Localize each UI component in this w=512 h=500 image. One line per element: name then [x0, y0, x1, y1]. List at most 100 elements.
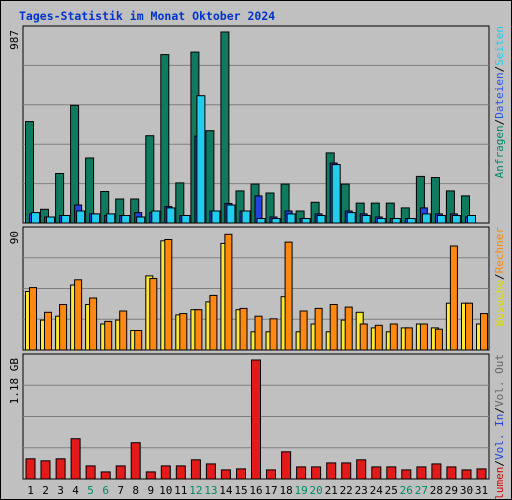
bar-rechner-day-8	[134, 330, 143, 351]
bar-rechner-day-12	[194, 309, 203, 351]
legend-item-dateien: Dateien	[493, 72, 506, 118]
bar-volumen-day-6	[100, 471, 111, 480]
bar-volumen-day-24	[371, 466, 382, 480]
legend-item-vol-in: Vol. In	[493, 414, 506, 460]
day-label-20: 20	[309, 484, 322, 497]
bar-seiten-day-26	[406, 218, 416, 224]
bar-volumen-day-3	[55, 458, 66, 480]
legend-item-rechner: Rechner	[493, 227, 506, 274]
bar-rechner-day-11	[179, 313, 188, 351]
bar-rechner-day-29	[449, 245, 458, 351]
day-label-23: 23	[355, 484, 368, 497]
legend-visits: Besuche/Rechner	[493, 227, 506, 327]
bar-volumen-day-28	[431, 463, 442, 480]
bar-seiten-day-4	[76, 210, 86, 224]
day-label-12: 12	[189, 484, 202, 497]
bar-rechner-day-19	[299, 310, 308, 351]
day-label-3: 3	[57, 484, 64, 497]
day-label-16: 16	[249, 484, 262, 497]
bar-rechner-day-15	[239, 307, 248, 351]
bar-rechner-day-20	[314, 307, 323, 351]
bar-volumen-day-22	[341, 462, 352, 480]
bar-seiten-day-14	[226, 204, 236, 224]
day-label-17: 17	[264, 484, 277, 497]
bar-seiten-day-8	[136, 216, 146, 224]
bar-rechner-day-10	[164, 239, 173, 351]
bar-seiten-day-18	[286, 213, 296, 224]
bar-seiten-day-22	[346, 212, 356, 224]
bar-rechner-day-21	[329, 304, 338, 351]
day-label-10: 10	[159, 484, 172, 497]
bar-seiten-day-7	[121, 215, 131, 224]
bar-seiten-day-23	[361, 215, 371, 224]
bar-rechner-day-22	[344, 306, 353, 351]
bar-volumen-day-18	[281, 451, 292, 480]
bar-seiten-day-5	[91, 213, 101, 224]
bar-rechner-day-25	[389, 323, 398, 351]
bar-seiten-day-15	[241, 210, 251, 224]
bar-volumen-day-23	[356, 459, 367, 480]
day-label-13: 13	[204, 484, 217, 497]
chart-title: Tages-Statistik im Monat Oktober 2024	[19, 9, 275, 23]
bar-rechner-day-26	[404, 327, 413, 351]
day-label-19: 19	[294, 484, 307, 497]
bar-volumen-day-10	[160, 465, 171, 480]
bar-volumen-day-25	[386, 466, 397, 480]
bar-rechner-day-28	[434, 328, 443, 351]
bar-volumen-day-14	[220, 469, 231, 480]
day-label-5: 5	[87, 484, 94, 497]
bar-rechner-day-17	[269, 318, 278, 351]
day-label-27: 27	[415, 484, 428, 497]
day-label-24: 24	[370, 484, 384, 497]
bar-seiten-day-10	[166, 207, 176, 224]
bar-rechner-day-9	[149, 278, 158, 351]
bar-rechner-day-31	[480, 313, 488, 351]
day-label-9: 9	[147, 484, 154, 497]
bar-volumen-day-27	[416, 466, 427, 480]
bar-volumen-day-13	[205, 463, 216, 480]
bar-rechner-day-16	[254, 315, 263, 351]
bar-rechner-day-5	[89, 297, 98, 351]
bar-seiten-day-9	[151, 210, 161, 224]
day-label-31: 31	[475, 484, 488, 497]
bar-anfragen-day-1	[25, 121, 34, 224]
bar-seiten-day-28	[436, 215, 446, 224]
legend-item-besuche: Besuche	[493, 280, 506, 326]
bar-rechner-day-1	[29, 287, 37, 351]
bar-volumen-day-4	[70, 438, 81, 480]
bar-rechner-day-4	[74, 279, 83, 351]
bar-seiten-day-3	[61, 215, 71, 224]
day-label-8: 8	[132, 484, 139, 497]
bar-seiten-day-24	[376, 218, 386, 224]
bar-volumen-day-7	[115, 465, 126, 480]
day-label-7: 7	[117, 484, 124, 497]
bar-volumen-day-2	[40, 460, 51, 480]
legend-separator: /	[493, 460, 506, 467]
bar-seiten-day-25	[391, 218, 401, 224]
bar-seiten-day-27	[421, 213, 431, 224]
bar-rechner-day-7	[119, 310, 128, 351]
bar-volumen-day-26	[401, 469, 412, 480]
bar-volumen-day-30	[461, 469, 472, 480]
day-label-2: 2	[42, 484, 49, 497]
bar-seiten-day-16	[256, 218, 266, 224]
legend-item-volumen: Volumen	[493, 467, 506, 499]
legend-item-vol-out: Vol. Out	[493, 354, 506, 407]
bar-volumen-day-1	[25, 458, 36, 480]
day-label-21: 21	[325, 484, 338, 497]
panel-visits: 90 Besuche/Rechner	[8, 226, 506, 351]
day-label-30: 30	[460, 484, 473, 497]
bar-seiten-day-20	[316, 215, 326, 224]
legend-volume: Volumen/Vol. In/Vol. Out	[493, 354, 506, 499]
bar-rechner-day-24	[374, 324, 383, 351]
day-label-22: 22	[340, 484, 353, 497]
bar-volumen-day-31	[476, 468, 487, 480]
bar-volumen-day-5	[85, 465, 96, 480]
bar-rechner-day-3	[59, 304, 68, 351]
day-label-18: 18	[279, 484, 292, 497]
bar-rechner-day-23	[359, 323, 368, 351]
bar-rechner-day-13	[209, 294, 218, 351]
day-label-26: 26	[400, 484, 413, 497]
